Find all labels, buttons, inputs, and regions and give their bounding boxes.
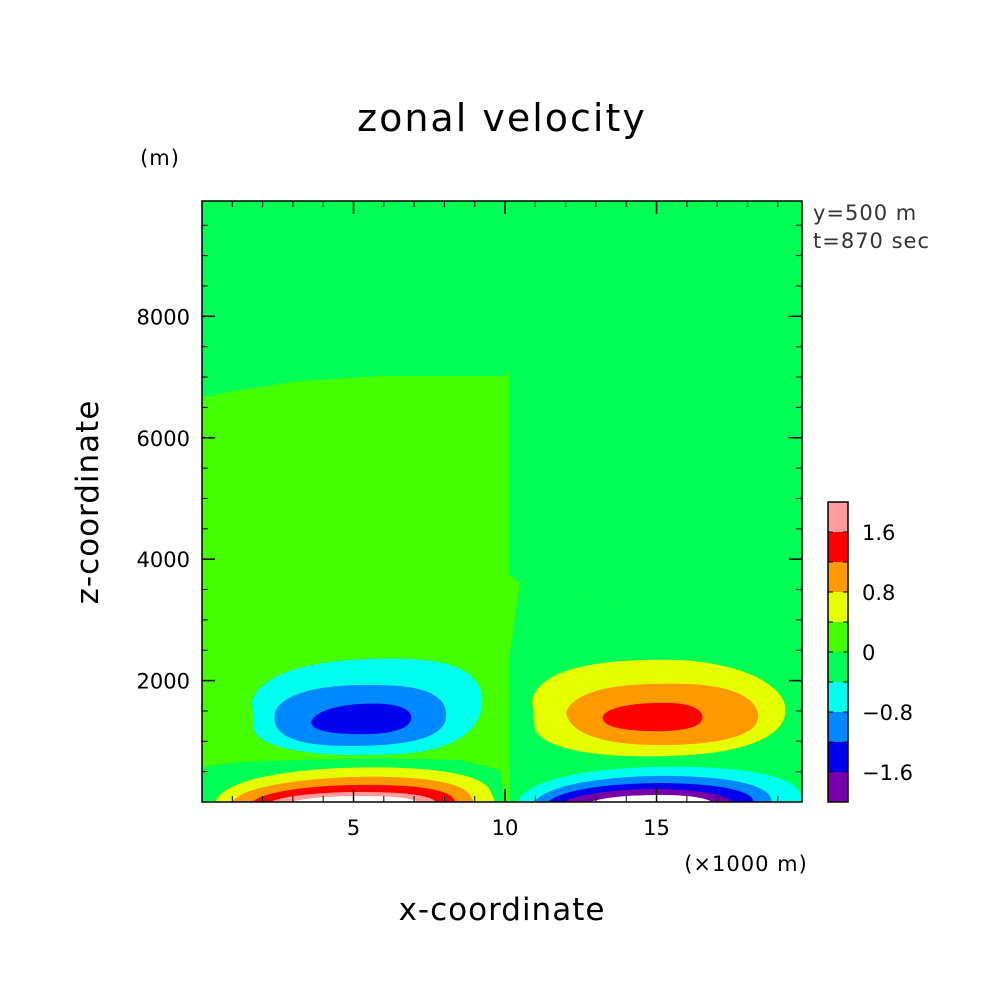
colorbar-tick-label: 0.8 [862, 581, 895, 605]
y-tick-label: 6000 [137, 427, 190, 451]
colorbar-swatch [828, 592, 848, 622]
colorbar-swatch [828, 622, 848, 652]
x-tick-label: 15 [643, 816, 670, 840]
colorbar-swatch [828, 742, 848, 772]
annotation-y: y=500 m [813, 201, 917, 225]
colorbar-swatch [828, 772, 848, 802]
contour-left-darkblue [311, 703, 412, 735]
colorbar-tick-label: 1.6 [862, 521, 895, 545]
minor-ticks [202, 201, 802, 802]
y-axis-ticks: 2000 4000 6000 8000 [137, 305, 802, 694]
colorbar: 1.6 0.8 0 −0.8 −1.6 [827, 501, 913, 803]
x-tick-label: 10 [492, 816, 519, 840]
contour-surface-right-white [590, 795, 712, 802]
y-tick-label: 8000 [137, 305, 190, 329]
x-unit-label: (×1000 m) [684, 852, 808, 876]
y-unit-label: (m) [140, 146, 180, 170]
colorbar-tick-label: −1.6 [862, 761, 913, 785]
colorbar-swatch [828, 562, 848, 592]
colorbar-swatch [828, 532, 848, 562]
y-tick-label: 2000 [137, 670, 190, 694]
contour-band-upper [202, 201, 802, 397]
colorbar-tick-label: 0 [862, 641, 875, 665]
colorbar-swatch [828, 652, 848, 682]
x-axis-ticks: 5 10 15 [347, 201, 670, 840]
y-axis-label: z-coordinate [70, 400, 106, 605]
colorbar-swatch [828, 502, 848, 532]
plot-area [201, 200, 803, 803]
x-axis-label: x-coordinate [399, 892, 606, 928]
colorbar-swatch [828, 682, 848, 712]
plot-frame [201, 200, 803, 803]
contour-band-right-mid [510, 201, 802, 652]
colorbar-tick-label: −0.8 [862, 701, 913, 725]
y-tick-label: 4000 [137, 548, 190, 572]
annotation-t: t=870 sec [813, 229, 930, 253]
chart-title: zonal velocity [357, 96, 647, 140]
x-tick-label: 5 [347, 816, 360, 840]
contour-right-red [602, 702, 703, 732]
colorbar-swatch [828, 712, 848, 742]
